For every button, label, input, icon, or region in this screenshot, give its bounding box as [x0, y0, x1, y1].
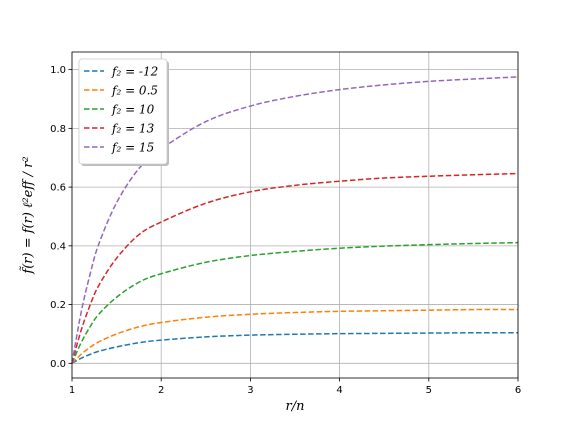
legend-label: f₂ = -12: [111, 65, 158, 79]
y-tick-label: 0.0: [50, 359, 66, 370]
x-tick-label: 1: [69, 385, 75, 396]
legend-box: [78, 58, 168, 165]
x-tick-label: 6: [515, 385, 521, 396]
legend-label: f₂ = 13: [111, 122, 155, 136]
legend-label: f₂ = 15: [111, 141, 154, 155]
y-tick-label: 0.6: [50, 183, 66, 194]
series-line-1: [71, 331, 519, 364]
x-tick-label: 5: [426, 385, 432, 396]
plot-frame: [71, 51, 519, 379]
series-line-5: [71, 76, 519, 364]
series-lines: [71, 76, 519, 364]
x-axis-label: r/n: [286, 399, 305, 414]
x-tick-label: 3: [247, 385, 253, 396]
series-line-2: [71, 308, 519, 364]
legend-label: f₂ = 10: [111, 103, 155, 117]
series-line-4: [71, 172, 519, 364]
y-tick-label: 0.2: [50, 300, 66, 311]
y-tick-label: 0.8: [50, 124, 66, 135]
x-tick-label: 4: [336, 385, 342, 396]
y-tick-label: 0.4: [50, 241, 66, 252]
legend-label: f₂ = 0.5: [111, 84, 158, 98]
ticks: 1 2 3 4 5 6 0.0 0.2 0.4 0.6 0.8 1.0: [50, 65, 521, 396]
y-tick-label: 1.0: [50, 65, 66, 76]
x-tick-label: 2: [158, 385, 164, 396]
y-axis-label: f̃(r) = f(r) ℓ²eff / r²: [19, 156, 36, 274]
legend: f₂ = -12 f₂ = 0.5 f₂ = 10 f₂ = 13 f₂ = 15: [78, 58, 169, 166]
series-line-3: [71, 241, 519, 364]
